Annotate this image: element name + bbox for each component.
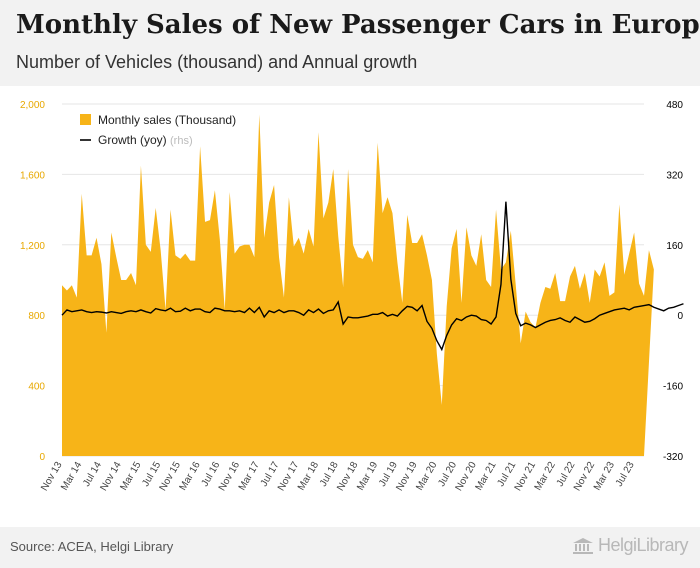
left-axis-tick-label: 1,200 bbox=[20, 241, 45, 252]
chart-area: 0 400 800 1,200 1,600 2,000 -320 -160 0 160 320 480… bbox=[0, 86, 700, 526]
brand-text: HelgiLibrary bbox=[597, 535, 689, 555]
chart-svg: 0 400 800 1,200 1,600 2,000 -320 -160 0 160 320 480… bbox=[20, 100, 684, 493]
x-axis-tick-label: Mar 17 bbox=[237, 460, 262, 493]
right-axis-tick-label: -320 bbox=[663, 452, 683, 463]
right-axis-tick-label: 160 bbox=[666, 241, 683, 252]
legend-rhs-note: (rhs) bbox=[170, 135, 193, 147]
source-text: Source: ACEA, Helgi Library bbox=[10, 539, 174, 554]
header: Monthly Sales of New Passenger Cars in E… bbox=[0, 0, 700, 86]
chart-title: Monthly Sales of New Passenger Cars in E… bbox=[16, 10, 700, 40]
x-axis-tick-label: Mar 18 bbox=[296, 460, 321, 493]
right-axis-tick-label: 480 bbox=[666, 100, 683, 111]
legend: Monthly sales (Thousand) Growth (yoy) (rh… bbox=[80, 113, 236, 147]
legend-swatch-sales bbox=[80, 114, 91, 125]
x-axis-tick-label: Mar 16 bbox=[178, 460, 203, 493]
x-axis-tick-label: Mar 20 bbox=[414, 460, 439, 493]
right-axis-tick-label: -160 bbox=[663, 382, 683, 393]
right-axis-tick-label: 0 bbox=[677, 311, 683, 322]
x-axis-tick-label: Jul 23 bbox=[614, 460, 637, 489]
chart-subtitle: Number of Vehicles (thousand) and Annual… bbox=[16, 52, 418, 72]
left-axis-tick-label: 1,600 bbox=[20, 170, 45, 181]
x-axis-tick-label: Mar 23 bbox=[592, 460, 617, 493]
left-axis-tick-label: 0 bbox=[39, 452, 45, 463]
x-axis-tick-label: Mar 21 bbox=[474, 460, 499, 493]
right-axis-tick-label: 320 bbox=[666, 170, 683, 181]
x-axis-tick-label: Mar 15 bbox=[118, 460, 143, 493]
brand-logo: HelgiLibrary bbox=[572, 535, 689, 556]
library-icon bbox=[572, 538, 593, 555]
legend-label-sales: Monthly sales (Thousand) bbox=[98, 113, 236, 127]
footer: Source: ACEA, Helgi Library HelgiLibrary bbox=[0, 527, 700, 568]
left-axis-tick-label: 400 bbox=[28, 382, 45, 393]
left-axis-tick-label: 2,000 bbox=[20, 100, 45, 111]
x-axis-tick-label: Mar 14 bbox=[59, 460, 84, 493]
growth-line-series bbox=[61, 201, 684, 352]
left-axis-tick-label: 800 bbox=[28, 311, 45, 322]
sales-area-series bbox=[62, 114, 654, 456]
x-axis-tick-label: Mar 22 bbox=[533, 460, 558, 493]
legend-label-growth: Growth (yoy) (rhs) bbox=[98, 133, 193, 147]
x-axis-tick-label: Mar 19 bbox=[355, 460, 380, 493]
